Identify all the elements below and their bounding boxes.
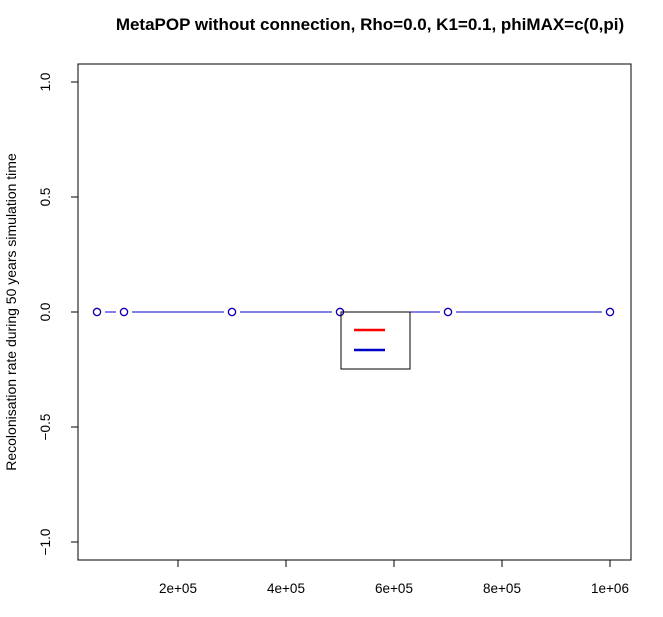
x-tick-label: 4e+05 — [267, 581, 305, 596]
y-tick-label: 0.0 — [38, 303, 53, 322]
x-tick-label: 6e+05 — [375, 581, 413, 596]
data-point — [119, 307, 129, 317]
legend — [340, 311, 411, 370]
data-point — [92, 307, 102, 317]
data-point — [605, 307, 615, 317]
y-tick-label: 0.5 — [38, 188, 53, 207]
x-axis: 2e+05 4e+05 6e+05 8e+05 1e+06 — [159, 559, 629, 596]
x-tick-label: 2e+05 — [159, 581, 197, 596]
chart-title: MetaPOP without connection, Rho=0.0, K1=… — [116, 15, 624, 34]
x-tick-label: 8e+05 — [483, 581, 521, 596]
y-tick-label: 1.0 — [38, 73, 53, 92]
x-tick-label: 1e+06 — [591, 581, 629, 596]
y-axis: −1.0 −0.5 0.0 0.5 1.0 — [38, 73, 79, 556]
y-tick-label: −1.0 — [38, 529, 53, 556]
legend-box — [340, 311, 411, 370]
data-point — [443, 307, 453, 317]
y-axis-title: Recolonisation rate during 50 years simu… — [3, 153, 19, 471]
data-point — [227, 307, 237, 317]
y-tick-label: −0.5 — [38, 414, 53, 441]
